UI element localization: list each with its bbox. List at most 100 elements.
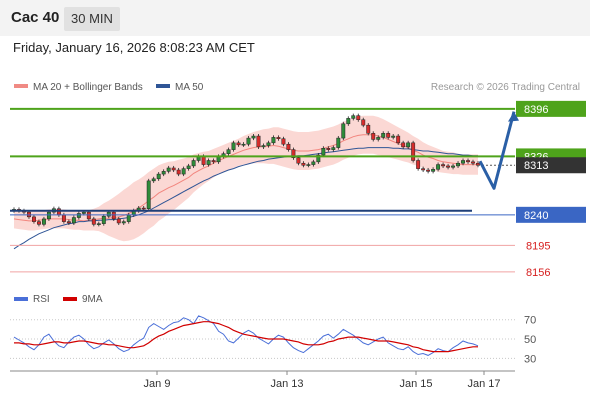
legend-ma20-label: MA 20 + Bollinger Bands [33, 82, 143, 93]
projection-arrow-head [508, 111, 519, 122]
candle-body [191, 160, 196, 167]
candle-body [166, 167, 171, 172]
candle-body [456, 162, 460, 167]
legend-9ma-swatch [63, 297, 77, 301]
candle-body [266, 142, 271, 146]
rsi-line [13, 315, 479, 356]
level-label-8195: 8195 [526, 240, 550, 252]
time-tick-label: Jan 15 [399, 378, 432, 390]
candle-body [426, 169, 431, 172]
instrument-title: Cac 40 [11, 9, 60, 26]
candle-body [341, 123, 346, 139]
header-bar: Cac 40 30 MIN [0, 0, 590, 36]
rsi-plot: 70 50 30 [10, 315, 536, 365]
candle-body [271, 137, 276, 144]
candle-body [431, 169, 436, 172]
timestamp: Friday, January 16, 2026 8:08:23 AM CET [13, 40, 255, 55]
rsi-9ma-line [14, 321, 478, 353]
legend-9ma-label: 9MA [82, 294, 103, 305]
candle-body [46, 211, 51, 220]
time-axis: Jan 9 Jan 13 Jan 15 Jan 17 [10, 370, 515, 390]
candle-body [416, 160, 421, 169]
rsi-tick-50: 50 [524, 334, 536, 346]
time-tick-label: Jan 17 [467, 378, 500, 390]
candle-body [86, 211, 91, 220]
ma20-line [13, 134, 478, 222]
candle-body [346, 118, 351, 125]
candle-body [161, 171, 166, 175]
candle-body [421, 168, 426, 171]
level-label-8313: 8313 [524, 160, 548, 172]
candle-body [371, 133, 376, 140]
level-label-8396: 8396 [524, 104, 548, 116]
candle-body [91, 218, 96, 225]
candle-body [351, 115, 356, 119]
candle-body [391, 135, 396, 138]
candle-body [111, 211, 116, 220]
candle-body [466, 160, 470, 163]
candle-body [106, 211, 111, 217]
candle-body [396, 135, 401, 144]
candle-body [366, 124, 371, 134]
candle-body [146, 180, 151, 209]
candle-body [81, 211, 86, 214]
candle-body [171, 167, 176, 171]
level-tag-8313 [516, 157, 586, 174]
candle-body [151, 178, 156, 182]
candle-body [231, 142, 236, 150]
candle-body [326, 148, 331, 150]
candle-body [36, 221, 41, 225]
candle-body [256, 135, 261, 148]
candle-body [406, 142, 411, 148]
candle-body [156, 173, 161, 180]
candle-body [316, 154, 321, 163]
bollinger-band [14, 115, 478, 242]
candle-body [32, 216, 36, 222]
ma50-line [13, 147, 478, 250]
candle-body [381, 133, 386, 138]
candle-body [276, 137, 281, 140]
time-tick-label: Jan 9 [144, 378, 171, 390]
candle-body [321, 148, 326, 156]
candle-body [101, 215, 106, 224]
candle-body [436, 164, 441, 170]
candle-body [331, 147, 336, 150]
candle-body [241, 143, 246, 146]
candle-body [126, 214, 131, 222]
interval-badge[interactable]: 30 MIN [64, 7, 120, 31]
time-tick-label: Jan 13 [270, 378, 303, 390]
level-label-8156: 8156 [526, 267, 550, 279]
candle-body [201, 156, 206, 165]
candle-body [116, 218, 121, 224]
candle-body [61, 214, 66, 222]
level-tag-8396 [516, 100, 586, 117]
price-plot: 839683268313824081958156 [10, 100, 586, 279]
legend-ma50-label: MA 50 [175, 82, 204, 93]
candle-body [301, 162, 306, 166]
candle-body [211, 160, 216, 163]
level-label-8240: 8240 [524, 210, 548, 222]
candle-body [401, 142, 406, 148]
copyright-text: Research © 2026 Trading Central [431, 82, 580, 93]
candle-body [336, 137, 341, 148]
rsi-tick-30: 30 [524, 353, 536, 365]
candle-body [41, 218, 46, 225]
candle-body [471, 161, 475, 164]
candle-body [376, 137, 381, 140]
legend-rsi-label: RSI [33, 294, 50, 305]
candle-body [66, 221, 71, 224]
candle-body [286, 143, 291, 150]
candle-body [386, 133, 391, 138]
candle-body [141, 207, 146, 210]
candle-body [121, 221, 126, 224]
rsi-legend: RSI 9MA [14, 294, 103, 305]
candle-body [291, 149, 296, 159]
candle-body [361, 119, 366, 126]
candle-body [461, 160, 465, 164]
candle-body [281, 138, 286, 145]
candle-body [306, 164, 311, 166]
candle-body [296, 157, 301, 164]
candle-body [186, 165, 191, 169]
